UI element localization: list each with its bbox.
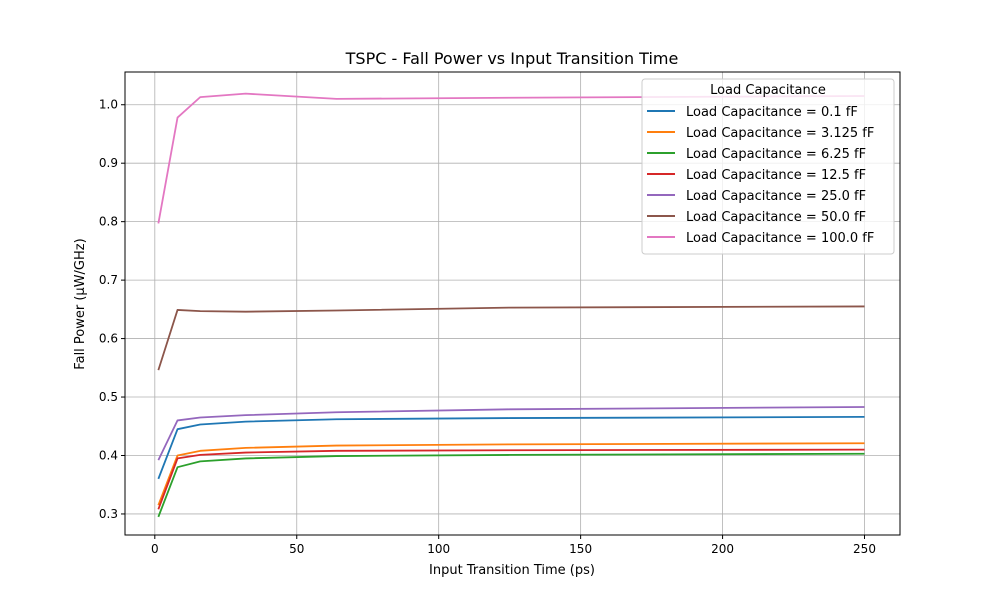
y-tick-label: 1.0 [99, 98, 118, 112]
legend: Load Capacitance Load Capacitance = 0.1 … [641, 78, 895, 255]
y-axis-label: Fall Power (µW/GHz) [73, 238, 88, 369]
y-tick-label: 0.9 [99, 156, 118, 170]
series-line-5 [157, 406, 865, 461]
chart-title: TSPC - Fall Power vs Input Transition Ti… [345, 49, 679, 68]
y-tick-label: 0.8 [99, 215, 118, 229]
x-axis-label: Input Transition Time (ps) [429, 563, 595, 578]
series-line-3 [157, 452, 865, 518]
legend-title: Load Capacitance [710, 83, 826, 98]
legend-label: Load Capacitance = 12.5 fF [686, 168, 866, 183]
y-tick-label: 0.7 [99, 273, 118, 287]
legend-box [641, 78, 895, 255]
x-tick-label: 50 [289, 542, 304, 556]
legend-label: Load Capacitance = 50.0 fF [686, 210, 866, 225]
y-tick-label: 0.5 [99, 390, 118, 404]
y-tick-label: 0.4 [99, 448, 118, 462]
series-line-2 [157, 442, 865, 506]
x-tick-label: 150 [569, 542, 592, 556]
series-line-4 [157, 448, 865, 510]
x-tick-label: 250 [853, 542, 876, 556]
x-tick-label: 100 [427, 542, 450, 556]
legend-entries: Load Capacitance = 0.1 fF Load Capacitanc… [647, 105, 874, 246]
x-tick-label: 200 [711, 542, 734, 556]
series-line-1 [157, 416, 865, 480]
legend-label: Load Capacitance = 3.125 fF [686, 126, 874, 141]
series-line-7 [157, 92, 865, 224]
y-tick-label: 0.6 [99, 332, 118, 346]
legend-label: Load Capacitance = 25.0 fF [686, 189, 866, 204]
series-line-6 [157, 305, 865, 371]
y-tick-label: 0.3 [99, 507, 118, 521]
legend-label: Load Capacitance = 0.1 fF [686, 105, 858, 120]
plot-frame [124, 71, 901, 536]
legend-label: Load Capacitance = 6.25 fF [686, 147, 866, 162]
ticks: 0 50 100 150 200 250 0.3 0.4 0.5 0.6 0.7 0.8 0.9 1.0 [99, 98, 876, 556]
series-layer [157, 92, 865, 518]
legend-label: Load Capacitance = 100.0 fF [686, 231, 874, 246]
x-tick-label: 0 [151, 542, 159, 556]
